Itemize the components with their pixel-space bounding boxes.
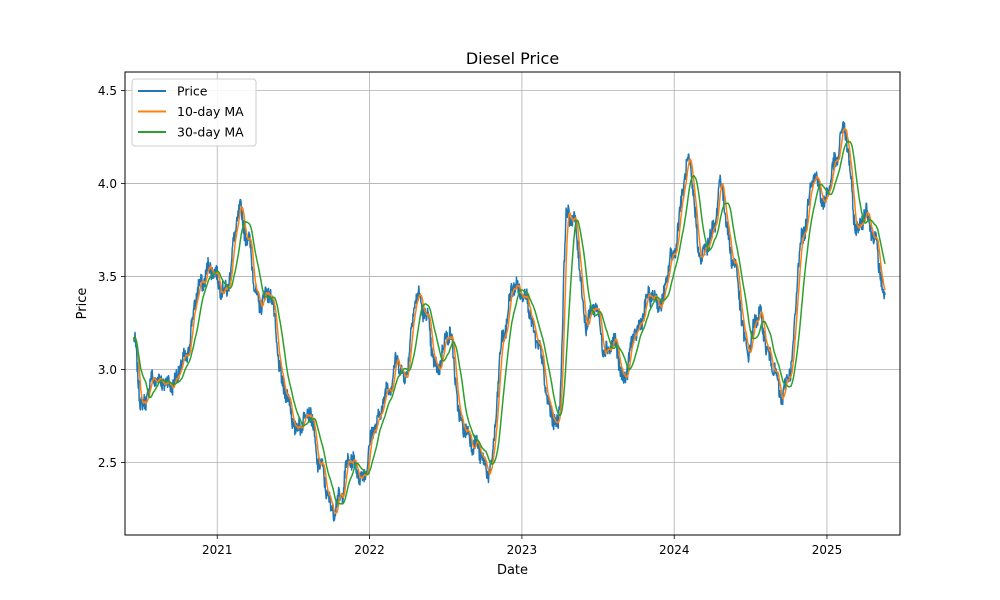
chart-title: Diesel Price [466, 49, 559, 68]
y-axis-ticks: 2.5 3.0 3.5 4.0 4.5 [98, 84, 125, 470]
x-axis-label: Date [497, 563, 528, 578]
legend-label: 30-day MA [177, 125, 244, 140]
legend: Price 10-day MA 30-day MA [131, 78, 257, 147]
y-tick-label: 4.5 [98, 84, 117, 98]
y-axis-label: Price [75, 288, 90, 320]
legend-box [131, 78, 257, 147]
y-tick-label: 3.0 [98, 363, 117, 377]
ma30-line [133, 140, 886, 505]
y-tick-label: 4.0 [98, 177, 117, 191]
price-line [133, 121, 886, 522]
y-tick-label: 2.5 [98, 456, 117, 470]
x-tick-label: 2022 [354, 543, 385, 557]
grid-lines [125, 72, 900, 535]
series-lines [133, 121, 886, 522]
ma10-line [133, 127, 886, 515]
x-tick-label: 2023 [507, 543, 538, 557]
plot-area-border [124, 71, 901, 536]
legend-label: Price [177, 84, 208, 99]
x-tick-label: 2024 [659, 543, 690, 557]
y-tick-label: 3.5 [98, 270, 117, 284]
x-tick-label: 2021 [202, 543, 233, 557]
x-axis-ticks: 2021 2022 2023 2024 2025 [202, 535, 842, 557]
x-tick-label: 2025 [812, 543, 843, 557]
legend-label: 10-day MA [177, 104, 244, 119]
